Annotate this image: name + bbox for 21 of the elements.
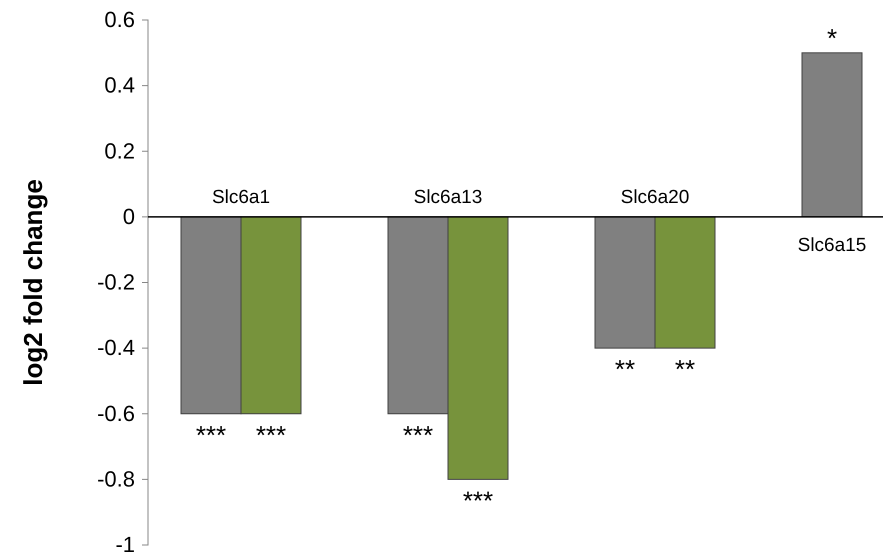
annotation: * [826,22,838,53]
y-tick-label: 0.6 [104,7,135,32]
x-tick-label: Slc6a20 [620,186,690,208]
x-tick-label: Slc6a13 [414,186,482,208]
y-tick-label: -1 [115,532,135,554]
y-tick-label: -0.2 [97,270,135,295]
annotation: *** [402,420,434,450]
y-tick-label: -0.4 [97,335,135,360]
y-tick-label: -0.6 [97,400,135,426]
annotation: *** [196,420,226,450]
annotation: ** [614,354,636,384]
y-tick-label: 0 [122,204,135,229]
x-tick-label: Slc6a15 [798,234,866,256]
annotation: ** [674,354,696,384]
y-axis-title: log2 fold change [18,179,48,386]
annotation: *** [462,485,494,516]
x-tick-label: Slc6a1 [212,186,270,208]
y-tick-label: -0.8 [97,466,135,492]
annotation: *** [256,420,286,450]
y-tick-label: 0.4 [104,72,135,98]
y-tick-label: 0.2 [104,138,135,164]
